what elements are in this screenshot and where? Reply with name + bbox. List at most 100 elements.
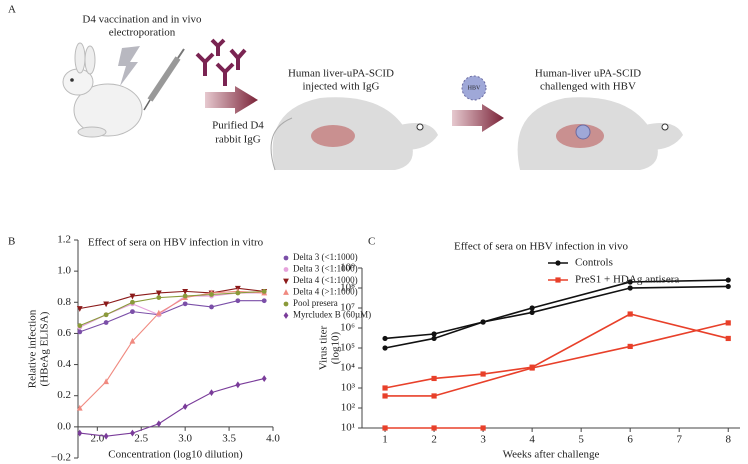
- legend-label: Delta 3 (<1:1000): [293, 252, 358, 262]
- step-text: Purified D4: [212, 120, 264, 132]
- marker: [182, 301, 188, 307]
- marker: [77, 329, 83, 335]
- marker: [529, 365, 535, 371]
- series-line: [79, 378, 265, 437]
- lightning: [118, 46, 140, 86]
- marker: [77, 429, 83, 437]
- series-line: [79, 287, 265, 310]
- x-tick-label: 3.0: [178, 432, 192, 444]
- marker: [77, 323, 83, 329]
- marker: [103, 378, 110, 385]
- virus-label: HBV: [468, 85, 481, 91]
- marker: [725, 320, 731, 326]
- x-tick-label: 6: [627, 434, 633, 446]
- x-axis-title: Concentration (log10 dilution): [108, 449, 243, 461]
- marker: [76, 404, 83, 411]
- panel-label: B: [8, 236, 15, 248]
- y-tick-label: 0.8: [57, 296, 71, 308]
- panel-label: A: [8, 4, 16, 16]
- x-tick-label: 1: [382, 434, 388, 446]
- marker: [130, 299, 135, 305]
- mouse: [270, 97, 438, 171]
- y-axis-title: Relative infection: [27, 309, 39, 388]
- y-axis-title: Virus titer: [318, 326, 330, 371]
- marker: [529, 305, 535, 311]
- step-text: injected with IgG: [303, 81, 380, 93]
- y-tick-label: 10⁸: [340, 282, 355, 294]
- arrow: [452, 104, 504, 132]
- legend-label: Myrcludex B (60µM): [293, 310, 371, 320]
- marker: [382, 393, 388, 399]
- marker: [182, 403, 188, 411]
- arrow: [205, 86, 258, 114]
- marker: [431, 335, 437, 342]
- legend-marker: [283, 267, 289, 272]
- legend-label: Delta 3 (<1:1000): [293, 264, 358, 274]
- marker: [103, 301, 110, 308]
- step-text: D4 vaccination and in vivo: [82, 14, 202, 26]
- marker: [129, 337, 136, 344]
- legend-marker: [283, 255, 289, 261]
- y-tick-label: 10¹: [341, 422, 355, 434]
- marker: [627, 343, 633, 350]
- marker: [155, 309, 162, 316]
- marker: [261, 288, 267, 294]
- y-tick-label: 10⁶: [340, 322, 355, 334]
- marker: [235, 381, 241, 389]
- y-tick-label: 10⁴: [340, 362, 355, 374]
- marker: [76, 306, 83, 312]
- marker: [103, 312, 109, 318]
- y-tick-label: 1.0: [57, 265, 71, 277]
- y-tick-label: 10⁵: [340, 342, 355, 354]
- marker: [209, 389, 214, 396]
- chart-title: Effect of sera on HBV infection in vivo: [454, 241, 629, 253]
- x-tick-label: 2: [431, 434, 437, 446]
- marker: [431, 375, 437, 382]
- marker: [103, 320, 109, 325]
- marker: [627, 285, 633, 291]
- x-axis-title: Weeks after challenge: [503, 449, 600, 461]
- x-tick-label: 7: [676, 434, 682, 446]
- marker: [382, 425, 388, 431]
- series-line: [79, 290, 265, 327]
- series-line: [384, 285, 729, 349]
- legend-label: Pool presera: [293, 298, 338, 308]
- antibodies: [195, 38, 247, 86]
- marker: [431, 393, 437, 399]
- x-tick-label: 5: [578, 434, 584, 446]
- x-tick-label: 2.5: [134, 432, 148, 444]
- marker: [156, 420, 162, 428]
- marker: [129, 293, 136, 300]
- marker: [382, 385, 388, 391]
- marker: [235, 290, 241, 296]
- marker: [725, 283, 731, 290]
- x-tick-label: 8: [725, 434, 731, 446]
- x-tick-label: 3.5: [222, 432, 236, 444]
- legend-label: Delta 4 (>1:1000): [293, 287, 358, 297]
- step-text: challenged with HBV: [540, 81, 636, 93]
- legend-label: PreS1 + HDAg antisera: [575, 274, 679, 286]
- step-text: rabbit IgG: [215, 134, 261, 146]
- series-line: [384, 279, 729, 340]
- y-tick-label: −0.2: [51, 452, 71, 464]
- mouse: [517, 97, 683, 170]
- marker: [529, 309, 535, 316]
- marker: [627, 311, 633, 317]
- marker: [431, 331, 437, 337]
- marker: [480, 371, 486, 377]
- marker: [261, 375, 267, 382]
- series-line: [79, 290, 265, 409]
- marker: [431, 425, 437, 431]
- x-tick-label: 4.0: [266, 432, 280, 444]
- x-tick-label: 3: [480, 434, 486, 446]
- y-tick-label: 10⁹: [340, 262, 355, 274]
- marker: [156, 295, 162, 301]
- marker: [209, 304, 214, 310]
- series-line: [79, 300, 265, 333]
- marker: [130, 429, 135, 437]
- x-tick-label: 4: [529, 434, 535, 446]
- marker: [103, 432, 109, 440]
- y-axis-title: (HBeAg ELISA): [39, 311, 51, 386]
- y-axis-title: (log10): [330, 331, 342, 364]
